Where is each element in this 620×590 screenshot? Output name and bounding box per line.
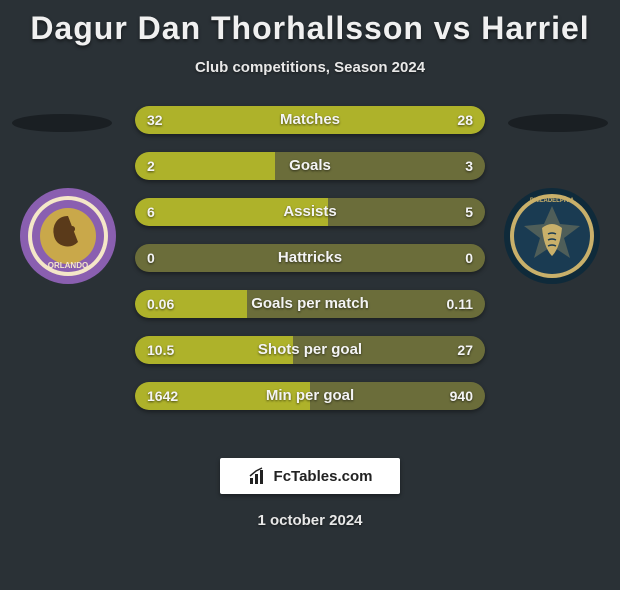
philadelphia-union-icon: PHILADELPHIA <box>502 186 602 286</box>
stat-label: Assists <box>135 198 485 226</box>
stat-value-right: 3 <box>465 152 473 180</box>
subtitle: Club competitions, Season 2024 <box>0 59 620 76</box>
shadow-left <box>12 114 112 132</box>
stat-row: 0Hattricks0 <box>135 244 485 272</box>
svg-text:ORLANDO: ORLANDO <box>48 261 88 270</box>
stat-row: 1642Min per goal940 <box>135 382 485 410</box>
stat-row: 10.5Shots per goal27 <box>135 336 485 364</box>
stat-value-right: 28 <box>457 106 473 134</box>
team-badge-left: ORLANDO <box>18 186 118 286</box>
stat-value-right: 5 <box>465 198 473 226</box>
orlando-city-icon: ORLANDO <box>18 186 118 286</box>
stat-label: Shots per goal <box>135 336 485 364</box>
footer-brand: FcTables.com <box>220 458 400 494</box>
stat-label: Goals <box>135 152 485 180</box>
stat-value-right: 0.11 <box>447 290 473 318</box>
comparison-content: ORLANDO PHILADELPHIA 32Matches28 2Goals3 6… <box>0 106 620 446</box>
stat-value-right: 0 <box>465 244 473 272</box>
stat-row: 2Goals3 <box>135 152 485 180</box>
team-badge-right: PHILADELPHIA <box>502 186 602 286</box>
shadow-right <box>508 114 608 132</box>
stat-value-right: 27 <box>457 336 473 364</box>
stat-row: 6Assists5 <box>135 198 485 226</box>
stat-label: Goals per match <box>135 290 485 318</box>
page-title: Dagur Dan Thorhallsson vs Harriel <box>0 10 620 47</box>
date-text: 1 october 2024 <box>0 512 620 529</box>
chart-icon <box>248 466 268 486</box>
stat-row: 32Matches28 <box>135 106 485 134</box>
stat-value-right: 940 <box>450 382 473 410</box>
stats-bars: 32Matches28 2Goals3 6Assists5 0Hattricks0 0.… <box>135 106 485 428</box>
footer-brand-text: FcTables.com <box>274 468 373 485</box>
stat-label: Hattricks <box>135 244 485 272</box>
svg-text:PHILADELPHIA: PHILADELPHIA <box>530 198 575 204</box>
stat-label: Matches <box>135 106 485 134</box>
stat-label: Min per goal <box>135 382 485 410</box>
stat-row: 0.06Goals per match0.11 <box>135 290 485 318</box>
